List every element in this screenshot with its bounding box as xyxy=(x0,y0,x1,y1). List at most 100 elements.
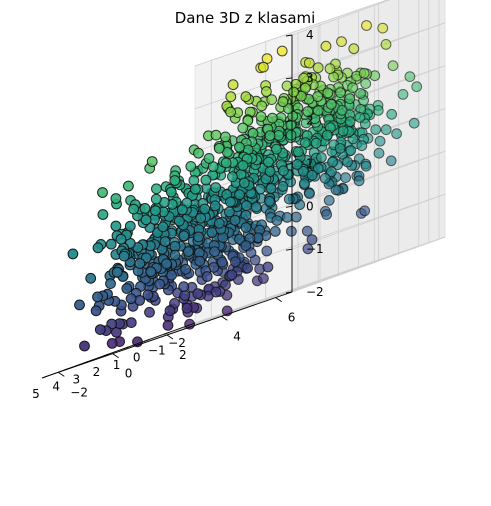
data-point xyxy=(234,141,245,153)
data-point xyxy=(192,288,204,300)
data-point xyxy=(281,212,293,223)
data-point xyxy=(312,91,324,102)
data-point xyxy=(360,160,372,172)
data-point xyxy=(265,183,277,194)
data-point xyxy=(327,156,338,168)
data-point xyxy=(201,271,213,282)
data-point xyxy=(225,106,237,118)
data-point xyxy=(146,156,158,167)
x-tick-mark xyxy=(143,339,149,343)
data-point xyxy=(310,137,322,149)
x-tick-mark xyxy=(63,368,69,372)
data-point xyxy=(344,116,356,128)
data-point xyxy=(162,320,174,331)
z-tick-mark xyxy=(285,120,293,123)
data-point xyxy=(227,171,238,183)
data-point xyxy=(122,180,134,192)
data-point xyxy=(169,249,181,261)
data-point xyxy=(151,183,162,195)
data-point xyxy=(262,261,274,273)
data-point xyxy=(264,195,275,207)
data-point xyxy=(359,205,371,217)
data-point xyxy=(283,193,295,205)
data-point xyxy=(385,155,397,167)
data-point xyxy=(194,255,206,267)
data-point xyxy=(322,87,334,99)
x-tick-mark xyxy=(42,375,49,379)
data-point xyxy=(242,262,254,274)
data-point xyxy=(74,299,85,311)
data-point xyxy=(85,272,97,284)
z-tick-mark xyxy=(285,248,293,251)
grid-z-right xyxy=(291,236,446,293)
data-point xyxy=(188,175,200,186)
data-point xyxy=(213,142,225,154)
x-tick-mark xyxy=(103,353,109,357)
data-point xyxy=(176,204,188,216)
data-point xyxy=(261,245,273,257)
data-point xyxy=(237,122,249,134)
data-point xyxy=(193,147,204,159)
data-point xyxy=(291,159,303,170)
data-point xyxy=(336,104,348,116)
data-point xyxy=(290,211,302,223)
data-point xyxy=(241,200,252,212)
y-tick-mark xyxy=(275,297,282,302)
data-point xyxy=(193,231,204,243)
data-point xyxy=(277,181,289,192)
data-point xyxy=(312,105,324,116)
z-tick-mark xyxy=(285,205,293,208)
data-point xyxy=(97,187,108,198)
data-point xyxy=(360,78,372,89)
grid-z-right xyxy=(291,0,391,36)
data-point xyxy=(267,112,278,124)
data-point xyxy=(266,94,278,105)
data-point xyxy=(242,115,254,126)
data-point xyxy=(306,169,318,181)
data-point xyxy=(203,153,215,164)
data-point xyxy=(225,196,236,208)
grid-z-left xyxy=(194,0,389,67)
data-point xyxy=(173,215,185,227)
data-points xyxy=(67,20,423,352)
data-point xyxy=(240,91,252,103)
data-point xyxy=(387,60,399,72)
data-point xyxy=(209,200,221,212)
data-point xyxy=(321,209,333,220)
data-point xyxy=(312,163,324,174)
x-tick-mark xyxy=(83,360,89,364)
data-point xyxy=(227,79,239,91)
data-point xyxy=(380,124,392,136)
data-point xyxy=(115,233,127,245)
data-point xyxy=(285,129,297,141)
data-point xyxy=(342,156,353,168)
data-point xyxy=(199,203,211,215)
data-point xyxy=(111,266,123,278)
data-point xyxy=(67,248,79,260)
data-point xyxy=(391,128,403,140)
data-point xyxy=(261,86,272,97)
data-point xyxy=(373,147,385,159)
data-point xyxy=(110,220,122,232)
data-point xyxy=(169,240,181,252)
x-tick-mark xyxy=(183,324,190,328)
data-point xyxy=(256,100,268,112)
data-point xyxy=(145,266,157,278)
data-point xyxy=(134,258,146,269)
data-point xyxy=(358,67,370,79)
data-point xyxy=(213,217,225,229)
data-point xyxy=(335,87,346,99)
data-point xyxy=(125,317,137,329)
data-point xyxy=(283,103,294,115)
data-point xyxy=(258,61,269,73)
chart-title: Dane 3D z klasami xyxy=(175,9,316,27)
data-point xyxy=(190,183,201,195)
z-tick-mark xyxy=(285,163,293,165)
y-tick-label: 2 xyxy=(179,348,187,362)
data-point xyxy=(386,108,398,120)
data-point xyxy=(200,174,212,186)
data-point xyxy=(159,236,171,247)
data-point xyxy=(161,258,172,270)
